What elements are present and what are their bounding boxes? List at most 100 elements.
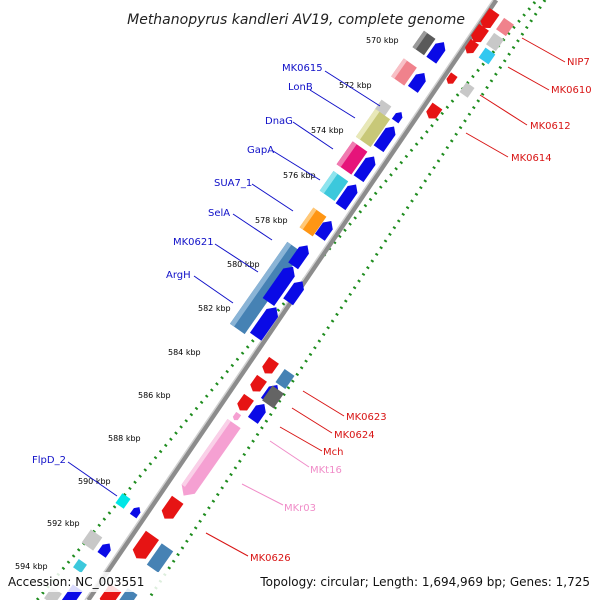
gene-red-3[interactable] (463, 39, 479, 56)
leader-mk0610 (507, 66, 550, 91)
gene-pink-mkr03[interactable] (177, 419, 241, 500)
footer-accession: Accession: NC_003551 (8, 575, 144, 589)
gene-salmon-top[interactable] (391, 58, 417, 86)
gene-red-mch[interactable] (235, 393, 254, 414)
gene-label-mkt16[interactable]: MKt16 (310, 465, 342, 476)
forward-gene-labels: MK0615 LonB DnaG GapA SUA7_1 SelA MK0621… (32, 63, 381, 497)
gene-steelblue-mk0623[interactable] (275, 369, 295, 389)
gene-label-dnag[interactable]: DnaG (265, 116, 293, 127)
leader-dnag (292, 121, 334, 150)
leader-mkr03 (241, 483, 284, 506)
scale-label-582: 582 kbp (198, 304, 231, 313)
leader-mk0623 (302, 390, 345, 417)
gene-gray-mk0612[interactable] (459, 82, 475, 98)
gene-blue-argh-3[interactable] (249, 303, 282, 341)
gene-cyan-594[interactable] (73, 559, 87, 573)
gene-label-mk0624[interactable]: MK0624 (334, 430, 375, 441)
footer-topology: Topology: circular; Length: 1,694,969 bp… (259, 575, 590, 589)
gene-salmon-nip7[interactable] (496, 17, 514, 37)
gene-label-mk0610[interactable]: MK0610 (551, 85, 592, 96)
gene-blue-argh-1[interactable] (262, 263, 299, 307)
leader-mk0614 (465, 132, 509, 158)
gene-olive-lonb[interactable] (355, 108, 391, 148)
leader-mk0624 (291, 407, 333, 434)
gene-blue-mk0621[interactable] (288, 242, 312, 270)
scale-label-574: 574 kbp (311, 126, 344, 135)
gene-blue-argh-2[interactable] (283, 278, 307, 306)
scale-label-584: 584 kbp (168, 348, 201, 357)
reverse-strand-genes (99, 8, 514, 600)
gene-blue-2[interactable] (407, 70, 429, 93)
gene-pink-mkt16[interactable] (232, 411, 242, 422)
leader-gapa (272, 150, 321, 181)
scale-label-576: 576 kbp (283, 171, 316, 180)
leader-mk0621 (214, 243, 259, 273)
scale-label-588: 588 kbp (108, 434, 141, 443)
reverse-gene-labels: NIP7 MK0610 MK0612 MK0614 MK0623 MK0624 … (205, 37, 592, 564)
gene-red-mk0614[interactable] (424, 102, 443, 122)
gene-cyan-sua7[interactable] (319, 171, 349, 201)
scale-label-578: 578 kbp (255, 216, 288, 225)
gene-red-nip7[interactable] (478, 8, 500, 31)
scale-label-570: 570 kbp (366, 36, 399, 45)
gene-label-sua7-1[interactable]: SUA7_1 (214, 178, 252, 189)
scale-label-586: 586 kbp (138, 391, 171, 400)
gene-label-mk0626[interactable]: MK0626 (250, 553, 291, 564)
gene-red-mk0623-a[interactable] (260, 356, 279, 377)
gene-label-mk0623[interactable]: MK0623 (346, 412, 387, 423)
leader-lonb (309, 89, 356, 119)
gene-red-mk0612[interactable] (445, 72, 458, 86)
gene-orange-sela[interactable] (299, 207, 327, 237)
leader-mkt16 (269, 440, 310, 468)
gene-label-mch[interactable]: Mch (323, 447, 343, 458)
gene-red-lower-1[interactable] (159, 495, 184, 523)
gene-label-mk0614[interactable]: MK0614 (511, 153, 552, 164)
leader-mk0626 (205, 532, 249, 557)
gene-blue-top[interactable] (426, 39, 448, 64)
gene-steelblue-lower[interactable] (146, 543, 174, 573)
gene-magenta-dnag[interactable] (336, 141, 368, 175)
gene-cyan-flpd2[interactable] (115, 493, 131, 509)
leader-mch (279, 426, 323, 452)
leader-nip7 (521, 37, 566, 63)
gene-label-mk0615[interactable]: MK0615 (282, 63, 323, 74)
gene-skyblue-mk0610[interactable] (478, 47, 496, 65)
forward-strand-genes (44, 30, 448, 600)
scale-label-590: 590 kbp (78, 477, 111, 486)
gene-label-mk0621[interactable]: MK0621 (173, 237, 214, 248)
gene-label-mk0612[interactable]: MK0612 (530, 121, 571, 132)
gene-steelblue-bottom[interactable] (118, 588, 138, 600)
gene-gray-mk0610[interactable] (486, 32, 504, 52)
gene-blue-flpd2[interactable] (129, 505, 143, 519)
gene-blue-592[interactable] (97, 541, 113, 558)
map-title: Methanopyrus kandleri AV19, complete gen… (127, 12, 465, 28)
leader-argh (193, 275, 234, 304)
scale-labels: 570 kbp 572 kbp 574 kbp 576 kbp 578 kbp … (15, 36, 399, 571)
scale-label-594: 594 kbp (15, 562, 48, 571)
gene-darkgray-top[interactable] (412, 30, 436, 56)
gene-label-gapa[interactable]: GapA (247, 145, 274, 156)
gene-darkgray-mk0624[interactable] (262, 385, 284, 409)
leader-sela (232, 213, 273, 241)
gene-steelblue-argh[interactable] (229, 241, 303, 335)
scale-label-580: 580 kbp (227, 260, 260, 269)
gene-red-mk0626[interactable] (130, 530, 160, 563)
gene-red-2[interactable] (469, 23, 489, 46)
gene-blue-small[interactable] (391, 110, 405, 124)
gene-blue-lonb[interactable] (373, 123, 399, 153)
gene-label-lonb[interactable]: LonB (288, 82, 313, 93)
gene-label-nip7[interactable]: NIP7 (567, 57, 590, 68)
gene-blue-gapa[interactable] (353, 153, 379, 183)
gene-label-flpd2[interactable]: FlpD_2 (32, 455, 66, 466)
gene-gray-592[interactable] (81, 529, 103, 551)
gene-blue-586-2[interactable] (247, 401, 269, 424)
gene-blue-sela[interactable] (314, 218, 336, 241)
gene-red-mk0623-b[interactable] (248, 374, 267, 395)
inner-scale-ruler (146, 0, 547, 600)
gene-label-mkr03[interactable]: MKr03 (284, 503, 316, 514)
gene-label-argh[interactable]: ArgH (166, 270, 191, 281)
gene-blue-sua7[interactable] (335, 181, 361, 211)
gene-label-sela[interactable]: SelA (208, 208, 230, 219)
footer-background (0, 572, 600, 592)
